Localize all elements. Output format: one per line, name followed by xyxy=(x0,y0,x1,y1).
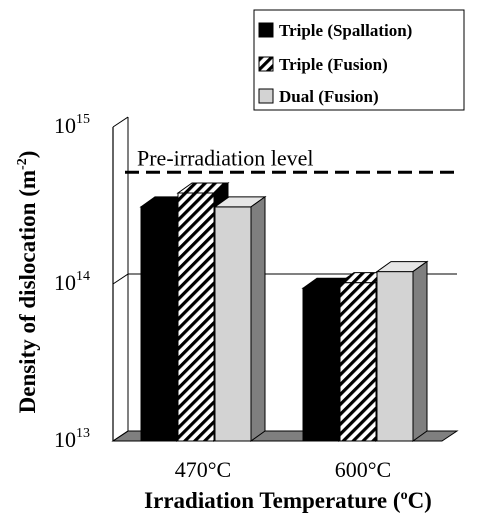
bar-front xyxy=(140,206,178,442)
y-tick-1e13: 1013 xyxy=(54,426,90,452)
corner-bottom xyxy=(112,430,129,442)
x-category-1: 600°C xyxy=(335,457,391,482)
bar-0-2 xyxy=(213,195,267,442)
x-categories: 470°C 600°C xyxy=(175,457,391,482)
x-category-0: 470°C xyxy=(175,457,231,482)
y-tick-1e15: 1015 xyxy=(54,112,90,138)
legend-box xyxy=(253,9,465,111)
bar-front xyxy=(376,271,414,442)
y-axis-title: Density of dislocation (m-2) xyxy=(15,151,40,414)
legend-item-1: Triple (Fusion) xyxy=(258,55,388,74)
corner-top xyxy=(112,116,129,128)
legend-label-1: Triple (Fusion) xyxy=(279,55,388,74)
bar-front xyxy=(302,287,340,442)
bar-front xyxy=(177,192,215,442)
bar-side xyxy=(412,260,428,442)
gridline-1e14-connector xyxy=(112,273,129,285)
bars xyxy=(139,182,429,442)
y-tick-1e14: 1014 xyxy=(54,269,90,295)
bar-front xyxy=(339,282,377,442)
legend: Triple (Spallation) Triple (Fusion) Dual… xyxy=(253,9,465,111)
legend-swatch-1 xyxy=(258,56,274,72)
x-axis-title: Irradiation Temperature (oC) xyxy=(144,488,432,513)
bar-1-2 xyxy=(375,260,429,442)
bar-side xyxy=(250,195,266,442)
legend-item-0: Triple (Spallation) xyxy=(258,21,412,40)
pre-irradiation-label: Pre-irradiation level xyxy=(137,145,314,170)
y-ticks: 1015 1014 1013 xyxy=(54,112,90,452)
legend-label-2: Dual (Fusion) xyxy=(279,87,379,106)
legend-swatch-2 xyxy=(258,88,274,104)
legend-item-2: Dual (Fusion) xyxy=(258,87,379,106)
legend-swatch-0 xyxy=(258,22,274,38)
pre-irradiation-annotation: Pre-irradiation level xyxy=(125,145,457,174)
bar-front xyxy=(214,206,252,442)
legend-label-0: Triple (Spallation) xyxy=(279,21,412,40)
